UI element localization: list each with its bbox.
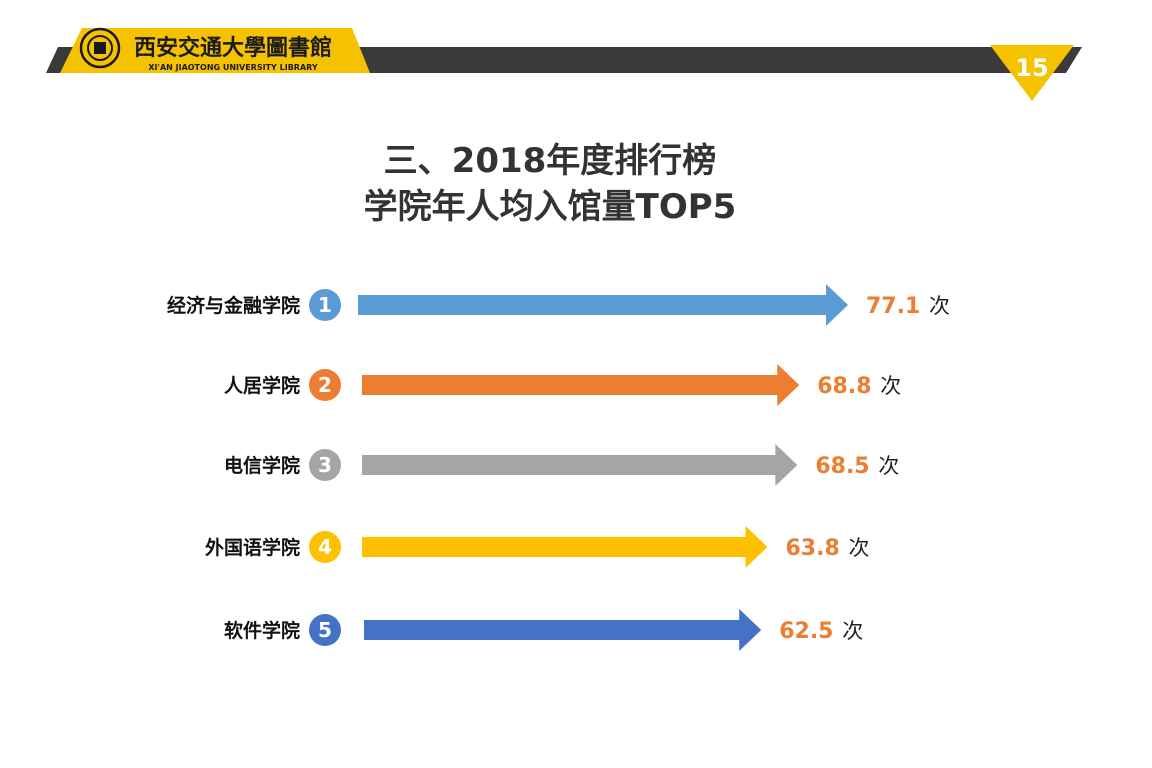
bar-arrow bbox=[362, 526, 768, 568]
unit-label: 次 bbox=[880, 374, 901, 398]
rank-badge bbox=[309, 449, 341, 481]
title-line-2: 学院年人均入馆量TOP5 bbox=[363, 187, 737, 227]
category-label: 外国语学院 bbox=[205, 536, 300, 559]
title-line-1: 三、2018年度排行榜 bbox=[383, 141, 717, 181]
rank-number: 3 bbox=[318, 453, 332, 477]
unit-label: 次 bbox=[842, 619, 863, 643]
bar-arrow bbox=[362, 364, 800, 406]
slide-header: 西安交通大學圖書館 XI'AN JIAOTONG UNIVERSITY LIBR… bbox=[46, 27, 1082, 101]
bar-arrow bbox=[362, 444, 798, 486]
logo-chinese-name: 西安交通大學圖書館 bbox=[134, 35, 332, 61]
page-number: 15 bbox=[1015, 54, 1048, 82]
bar-arrow bbox=[358, 284, 848, 326]
university-seal-icon bbox=[79, 27, 121, 69]
page-number-badge bbox=[990, 45, 1074, 101]
logo-english-name: XI'AN JIAOTONG UNIVERSITY LIBRARY bbox=[148, 63, 318, 72]
header-logo-banner bbox=[60, 28, 370, 73]
value-label: 68.8 bbox=[817, 374, 871, 399]
category-label: 软件学院 bbox=[224, 619, 300, 642]
unit-label: 次 bbox=[848, 536, 869, 560]
value-label: 68.5 bbox=[815, 454, 869, 479]
rank-number: 5 bbox=[318, 618, 332, 642]
category-label: 人居学院 bbox=[224, 374, 300, 397]
rank-badge bbox=[309, 369, 341, 401]
rank-badge bbox=[309, 614, 341, 646]
rank-badge bbox=[309, 531, 341, 563]
rank-number: 4 bbox=[318, 535, 332, 559]
category-label: 经济与金融学院 bbox=[167, 294, 300, 317]
rank-number: 2 bbox=[318, 373, 332, 397]
unit-label: 次 bbox=[878, 454, 899, 478]
value-label: 63.8 bbox=[785, 536, 839, 561]
value-label: 77.1 bbox=[866, 294, 920, 319]
rank-badge bbox=[309, 289, 341, 321]
slide-title: 三、2018年度排行榜 学院年人均入馆量TOP5 bbox=[0, 138, 1100, 230]
category-label: 电信学院 bbox=[224, 454, 300, 477]
rank-number: 1 bbox=[318, 293, 332, 317]
bar-arrow bbox=[364, 609, 762, 651]
value-label: 62.5 bbox=[779, 619, 833, 644]
unit-label: 次 bbox=[929, 294, 950, 318]
